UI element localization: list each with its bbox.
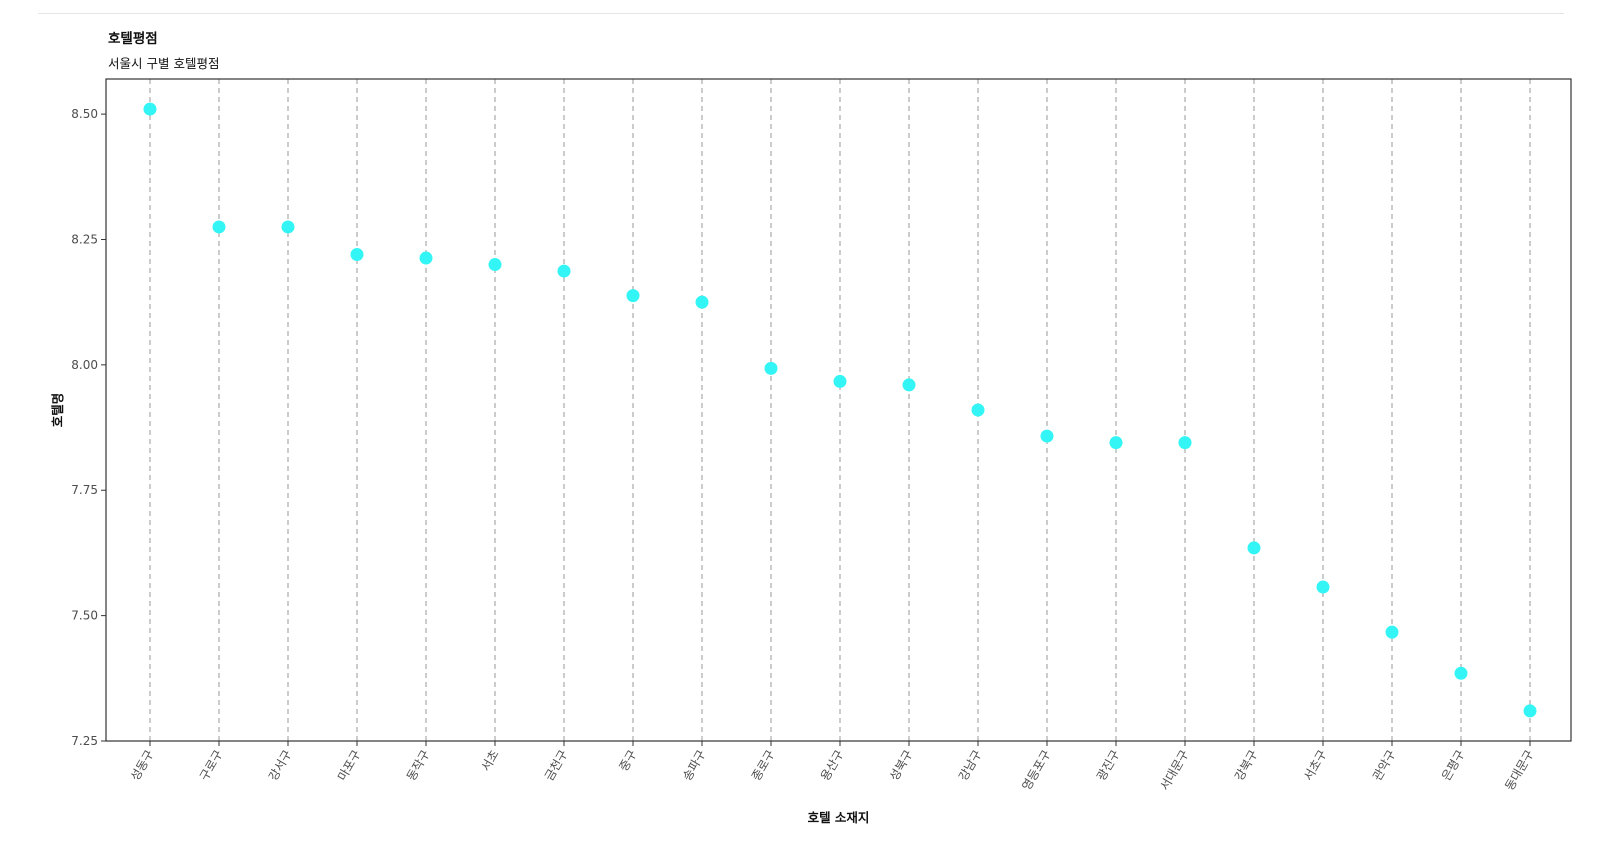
x-tick-label: 동작구 [404, 748, 433, 784]
x-tick-label: 광진구 [1094, 748, 1123, 784]
data-point [1178, 436, 1192, 450]
x-tick-label: 중구 [616, 748, 639, 774]
y-axis-title: 호텔명 [50, 393, 65, 428]
x-tick-label: 강서구 [266, 748, 295, 784]
x-tick-label: 서대문구 [1157, 748, 1191, 793]
data-point [350, 248, 364, 262]
x-tick-label: 강북구 [1232, 748, 1261, 784]
data-point [557, 264, 571, 278]
x-tick-label: 영등포구 [1019, 748, 1053, 793]
data-point [281, 220, 295, 234]
data-point [1523, 704, 1537, 718]
vertical-guide-lines [149, 79, 1531, 741]
x-tick-label: 구로구 [197, 748, 226, 784]
x-axis-title: 호텔 소재지 [808, 810, 870, 825]
y-tick-label: 7.25 [71, 734, 98, 748]
x-tick-label: 송파구 [680, 748, 709, 784]
x-tick-label: 서초 [478, 748, 501, 774]
x-tick-label: 은평구 [1439, 748, 1468, 784]
y-tick-label: 7.50 [71, 609, 98, 623]
x-tick-label: 성북구 [887, 748, 916, 784]
y-tick-label: 8.50 [71, 107, 98, 121]
top-divider [38, 13, 1564, 14]
data-point [626, 289, 640, 303]
data-point [212, 220, 226, 234]
data-point [833, 374, 847, 388]
data-point [488, 258, 502, 272]
data-point [1109, 436, 1123, 450]
y-axis: 7.25 7.50 7.75 8.00 8.25 8.50 [71, 107, 106, 748]
data-point [1454, 666, 1468, 680]
chart-subtitle: 서울시 구별 호텔평점 [108, 56, 219, 71]
data-point [1040, 429, 1054, 443]
data-point [1316, 580, 1330, 594]
data-point [143, 102, 157, 116]
x-tick-label: 용산구 [818, 748, 847, 784]
x-tick-label: 성동구 [128, 748, 157, 784]
data-point [1247, 541, 1261, 555]
plot-panel [105, 78, 1572, 742]
data-point [902, 378, 916, 392]
data-point [1385, 625, 1399, 639]
data-points [143, 102, 1537, 718]
x-tick-label: 동대문구 [1502, 748, 1536, 793]
x-tick-label: 서초구 [1301, 748, 1330, 784]
x-tick-label: 금천구 [541, 747, 571, 783]
y-tick-label: 8.25 [71, 232, 98, 246]
y-tick-label: 7.75 [71, 483, 98, 497]
y-tick-label: 8.00 [71, 358, 98, 372]
x-tick-label: 마포구 [335, 748, 364, 784]
x-tick-label: 종로구 [749, 748, 778, 784]
x-tick-label: 관악구 [1370, 748, 1399, 784]
data-point [695, 295, 709, 309]
x-tick-label: 강남구 [956, 748, 985, 784]
x-axis: 성동구 구로구 강서구 마포구 동작구 서초 금천구 중구 송파구 종로구 용산구 성북구 강남구 영등포… [128, 741, 1537, 793]
data-point [971, 403, 985, 417]
data-point [419, 251, 433, 265]
chart-title: 호텔평점 [108, 30, 158, 47]
data-point [764, 361, 778, 375]
